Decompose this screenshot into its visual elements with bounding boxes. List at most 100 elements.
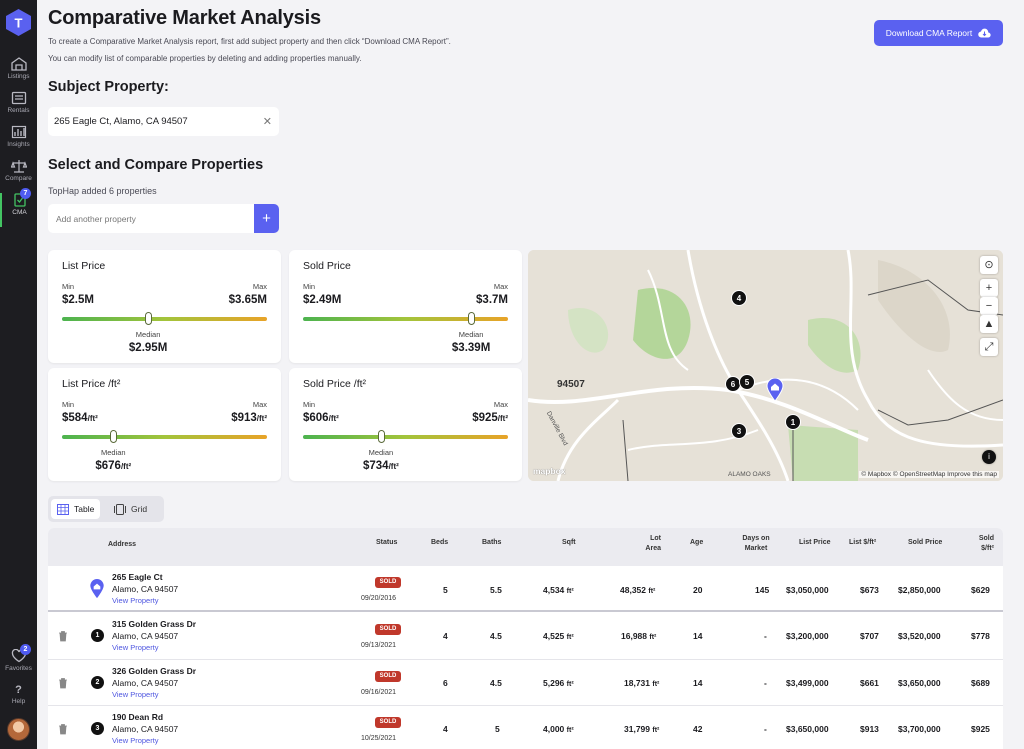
sidebar-item-favorites[interactable]: 2 Favorites xyxy=(0,644,37,683)
lot-value: 18,731 ft² xyxy=(624,678,660,688)
col-address[interactable]: Address xyxy=(108,541,137,548)
info-icon[interactable]: i xyxy=(982,450,996,464)
age-value: 14 xyxy=(693,678,703,688)
trash-icon[interactable] xyxy=(58,677,68,689)
col-sqft[interactable]: Sqft xyxy=(562,539,576,546)
compare-icon xyxy=(10,160,27,173)
fullscreen-icon[interactable]: ⤢ xyxy=(980,338,998,356)
map-marker[interactable]: 1 xyxy=(785,414,801,430)
insights-icon xyxy=(11,125,26,139)
heart-icon xyxy=(11,649,26,663)
zoom-out-button[interactable]: − xyxy=(980,297,998,315)
page-title: Comparative Market Analysis xyxy=(48,7,321,29)
sold-price-value: $3,520,000 xyxy=(898,631,941,641)
view-property-link[interactable]: View Property xyxy=(112,596,159,605)
clear-icon[interactable]: ✕ xyxy=(262,116,272,128)
view-property-link[interactable]: View Property xyxy=(112,736,159,745)
col-sold-price-sqft[interactable]: Sold $/ft² xyxy=(978,535,994,552)
status-badge: SOLD xyxy=(375,624,401,635)
max-label: Max xyxy=(493,400,508,409)
grid-view-label: Grid xyxy=(131,504,148,514)
sidebar-item-listings[interactable]: Listings xyxy=(0,57,37,91)
property-address: 315 Golden Grass Dr xyxy=(112,619,197,629)
median-value: $2.95M xyxy=(128,342,168,354)
view-property-link[interactable]: View Property xyxy=(112,643,159,652)
trash-icon[interactable] xyxy=(58,630,68,642)
add-property-placeholder: Add another property xyxy=(56,213,136,224)
sidebar-item-label: Help xyxy=(11,698,26,705)
table-row[interactable]: 3 190 Dean Rd Alamo, CA 94507 View Prope… xyxy=(48,706,1003,749)
col-list-price[interactable]: List Price xyxy=(799,539,831,546)
list-price-sqft-card: List Price /ft² Min Max $584/ft² $913/ft… xyxy=(48,368,281,481)
property-address: 326 Golden Grass Dr xyxy=(112,666,197,676)
col-beds[interactable]: Beds xyxy=(431,539,449,546)
property-city: Alamo, CA 94507 xyxy=(112,724,179,734)
map-attribution[interactable]: © Mapbox © OpenStreetMap Improve this ma… xyxy=(859,471,999,478)
lot-value: 31,799 ft² xyxy=(624,724,660,734)
map-marker[interactable]: 5 xyxy=(739,374,755,390)
map-background xyxy=(528,250,1003,481)
max-value: $3.7M xyxy=(476,294,508,306)
map-zip-label: 94507 xyxy=(557,379,585,390)
sidebar-item-rentals[interactable]: Rentals xyxy=(0,91,37,125)
added-properties-count: TopHap added 6 properties xyxy=(48,186,157,196)
sidebar-item-cma[interactable]: 7 CMA xyxy=(0,188,37,227)
map-marker[interactable]: 3 xyxy=(731,423,747,439)
card-title: Sold Price xyxy=(303,260,351,272)
range-bar xyxy=(62,435,267,439)
sidebar-item-label: Insights xyxy=(7,141,30,148)
table-row[interactable]: 1 315 Golden Grass Dr Alamo, CA 94507 Vi… xyxy=(48,614,1003,660)
sqft-value: 4,000 ft² xyxy=(543,724,574,734)
page-description: To create a Comparative Market Analysis … xyxy=(48,37,451,46)
col-lot-area[interactable]: Lot Area xyxy=(645,535,661,552)
logo-letter: T xyxy=(15,16,23,31)
trash-icon[interactable] xyxy=(58,723,68,735)
list-price-value: $3,499,000 xyxy=(786,678,829,688)
col-age[interactable]: Age xyxy=(690,539,704,546)
listings-icon xyxy=(10,57,27,71)
user-avatar[interactable] xyxy=(7,718,30,741)
map-marker[interactable]: 4 xyxy=(731,290,747,306)
compass-icon[interactable]: ▲ xyxy=(980,315,998,333)
geolocate-icon[interactable]: ⊙ xyxy=(980,256,998,274)
list-sqft-value: $913 xyxy=(860,724,879,734)
table-row-subject[interactable]: 265 Eagle Ct Alamo, CA 94507 View Proper… xyxy=(48,566,1003,612)
sidebar-item-help[interactable]: ? Help xyxy=(0,684,37,718)
comparables-table: Address Status Beds Baths Sqft Lot Area A… xyxy=(48,528,1003,749)
list-sqft-value: $707 xyxy=(860,631,879,641)
col-days-on-market[interactable]: Days on Market xyxy=(742,535,770,552)
status-badge: SOLD xyxy=(375,717,401,728)
sidebar-item-compare[interactable]: Compare xyxy=(0,159,37,193)
col-status[interactable]: Status xyxy=(376,539,398,546)
add-property-input[interactable]: Add another property xyxy=(48,204,254,233)
sold-date: 09/20/2016 xyxy=(361,595,397,602)
map-marker-badge: 2 xyxy=(91,676,104,689)
table-view-button[interactable]: Table xyxy=(51,499,101,519)
page-description: You can modify list of comparable proper… xyxy=(48,54,362,63)
sold-sqft-value: $689 xyxy=(971,678,990,688)
download-cma-button[interactable]: Download CMA Report xyxy=(874,20,1003,46)
sold-date: 10/25/2021 xyxy=(361,735,397,742)
view-property-link[interactable]: View Property xyxy=(112,690,159,699)
min-label: Min xyxy=(303,400,316,409)
property-map[interactable]: 94507 ALAMO OAKS Danville Blvd 4 6 5 1 3… xyxy=(528,250,1003,481)
sold-sqft-value: $778 xyxy=(971,631,990,641)
min-value: $606/ft² xyxy=(303,412,339,424)
property-city: Alamo, CA 94507 xyxy=(112,584,179,594)
col-baths[interactable]: Baths xyxy=(482,539,502,546)
zoom-in-button[interactable]: + xyxy=(980,279,998,297)
beds-value: 5 xyxy=(443,585,448,595)
grid-view-button[interactable]: Grid xyxy=(108,499,153,519)
add-property-button[interactable]: + xyxy=(254,204,279,233)
subject-property-input[interactable]: 265 Eagle Ct, Alamo, CA 94507 ✕ xyxy=(48,107,279,136)
table-row[interactable]: 2 326 Golden Grass Dr Alamo, CA 94507 Vi… xyxy=(48,660,1003,706)
sqft-value: 4,534 ft² xyxy=(543,585,574,595)
col-sold-price[interactable]: Sold Price xyxy=(908,539,943,546)
col-list-price-sqft[interactable]: List $/ft² xyxy=(849,539,877,546)
median-marker xyxy=(468,312,476,325)
grid-icon xyxy=(114,503,126,515)
dom-value: - xyxy=(764,631,767,641)
subject-home-pin-icon[interactable] xyxy=(766,378,784,402)
sidebar-item-insights[interactable]: Insights xyxy=(0,125,37,159)
tophap-logo[interactable]: T xyxy=(6,9,31,36)
